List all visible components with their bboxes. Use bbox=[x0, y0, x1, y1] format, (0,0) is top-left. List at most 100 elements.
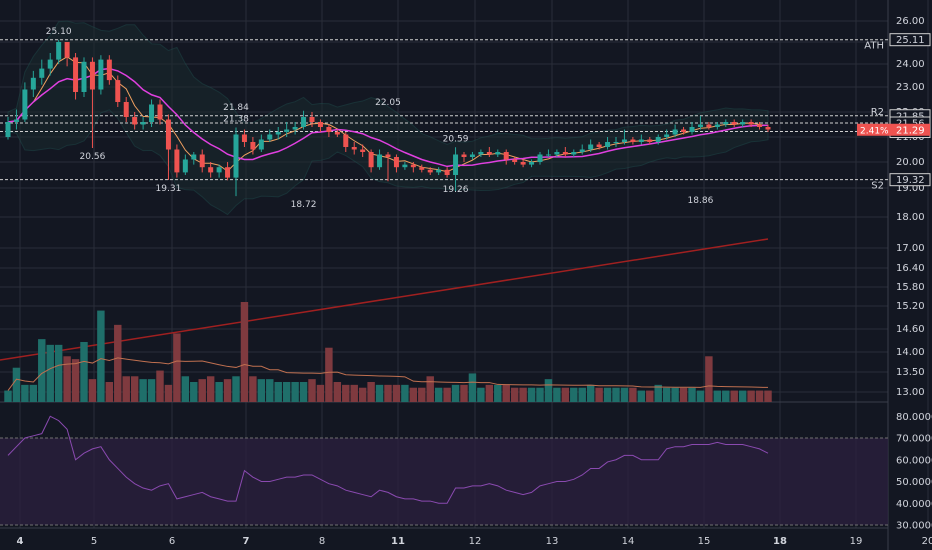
candle-body bbox=[5, 122, 11, 137]
candle-body bbox=[377, 154, 383, 168]
volume-bar bbox=[358, 387, 367, 402]
candle-body bbox=[360, 149, 366, 152]
price-tick-label: 15.80 bbox=[896, 282, 925, 293]
candle-body bbox=[461, 154, 467, 157]
candle-body bbox=[410, 164, 416, 168]
rsi-tick-label: 30.0000 bbox=[896, 521, 932, 532]
time-tick-label: 13 bbox=[546, 536, 559, 547]
candle-body bbox=[98, 59, 104, 90]
candle-body bbox=[453, 154, 459, 175]
candle-body bbox=[478, 152, 484, 155]
price-tick-label: 19.00 bbox=[896, 183, 925, 194]
volume-bar bbox=[696, 390, 705, 402]
volume-bar bbox=[713, 390, 722, 402]
candle-body bbox=[89, 61, 95, 90]
rsi-tick-label: 40.0000 bbox=[896, 499, 932, 510]
candle-body bbox=[174, 149, 180, 173]
volume-bar bbox=[409, 387, 418, 402]
candle-body bbox=[419, 167, 425, 170]
candle-body bbox=[225, 167, 231, 178]
candle-body bbox=[596, 144, 602, 147]
volume-bar bbox=[139, 379, 147, 402]
volume-bar bbox=[510, 387, 519, 402]
price-axis[interactable]: 26.0025.0024.0023.0022.0021.0020.0019.00… bbox=[857, 16, 932, 532]
candle-body bbox=[233, 134, 239, 178]
candle-body bbox=[191, 154, 197, 160]
volume-bar bbox=[173, 333, 181, 402]
candle-body bbox=[427, 169, 433, 173]
candle-body bbox=[13, 119, 19, 122]
time-tick-label: 7 bbox=[243, 536, 250, 547]
rsi-tick-label: 70.0000 bbox=[896, 434, 932, 445]
candle-body bbox=[495, 152, 501, 155]
candle-body bbox=[393, 157, 399, 168]
time-axis[interactable]: 4 5 6 7 8 11 12 13 14 15 18 19 20 bbox=[17, 536, 932, 547]
candle-body bbox=[402, 164, 408, 168]
volume-bar bbox=[54, 344, 63, 402]
volume-bar bbox=[97, 310, 105, 402]
last-price-value: 21.29 bbox=[896, 125, 925, 136]
candle-body bbox=[267, 134, 273, 140]
candle-body bbox=[545, 154, 551, 156]
volume-bar bbox=[350, 384, 358, 402]
volume-bar bbox=[308, 379, 316, 402]
volume-bar bbox=[392, 384, 401, 402]
candle-body bbox=[334, 132, 340, 135]
volume-bar bbox=[553, 387, 561, 402]
candle-body bbox=[275, 132, 281, 135]
volume-bar bbox=[671, 387, 679, 402]
time-tick-label: 15 bbox=[698, 536, 711, 547]
candle-body bbox=[30, 77, 36, 90]
volume-bar bbox=[367, 382, 375, 402]
candle-body bbox=[149, 104, 155, 122]
candle-body bbox=[284, 129, 290, 132]
candle-body bbox=[199, 154, 205, 168]
candle-body bbox=[562, 152, 568, 155]
time-tick-label: 8 bbox=[319, 536, 325, 547]
candle-body bbox=[115, 80, 121, 102]
volume-bar bbox=[730, 390, 738, 402]
candle-body bbox=[157, 104, 163, 120]
price-tick-label: 17.00 bbox=[896, 243, 925, 254]
volume-bar bbox=[257, 379, 266, 402]
volume-bar bbox=[595, 387, 603, 402]
candle-body bbox=[368, 152, 374, 168]
ma-slow-line bbox=[7, 67, 769, 168]
candle-body bbox=[317, 122, 323, 127]
price-tick-label: 16.40 bbox=[896, 263, 925, 274]
candle-body bbox=[486, 152, 492, 155]
price-annotation: 18.86 bbox=[688, 196, 714, 206]
price-tick-label: 14.60 bbox=[896, 324, 925, 335]
candle-body bbox=[326, 127, 332, 132]
price-annotation: 25.10 bbox=[46, 27, 72, 37]
price-annotation: 19.26 bbox=[443, 185, 469, 195]
time-tick-label: 4 bbox=[17, 536, 24, 547]
volume-bar bbox=[502, 384, 510, 402]
volume-bar bbox=[451, 384, 460, 402]
volume-bar bbox=[299, 382, 308, 402]
candle-body bbox=[630, 139, 636, 142]
candle-body bbox=[588, 144, 594, 150]
volume-bar bbox=[544, 379, 553, 402]
candle-body bbox=[436, 169, 442, 173]
time-tick-label: 14 bbox=[622, 536, 635, 547]
candle-body bbox=[638, 139, 644, 142]
price-annotation: 20.56 bbox=[80, 152, 106, 162]
candle-body bbox=[182, 159, 188, 173]
candle-body bbox=[605, 142, 611, 147]
volume-bar bbox=[38, 339, 46, 402]
rsi-band bbox=[0, 438, 888, 525]
volume-bar bbox=[460, 384, 468, 402]
rsi-line bbox=[7, 415, 769, 504]
volume-ma-line bbox=[7, 357, 769, 391]
price-tick-label: 24.00 bbox=[896, 59, 925, 70]
candle-body bbox=[385, 154, 391, 157]
bollinger-fill bbox=[7, 20, 769, 216]
candle-body bbox=[706, 124, 712, 127]
volume-bar bbox=[12, 367, 21, 402]
volume-bar bbox=[181, 376, 190, 402]
candle-body bbox=[554, 152, 560, 155]
candle-body bbox=[579, 149, 585, 152]
time-tick-label: 5 bbox=[91, 536, 97, 547]
